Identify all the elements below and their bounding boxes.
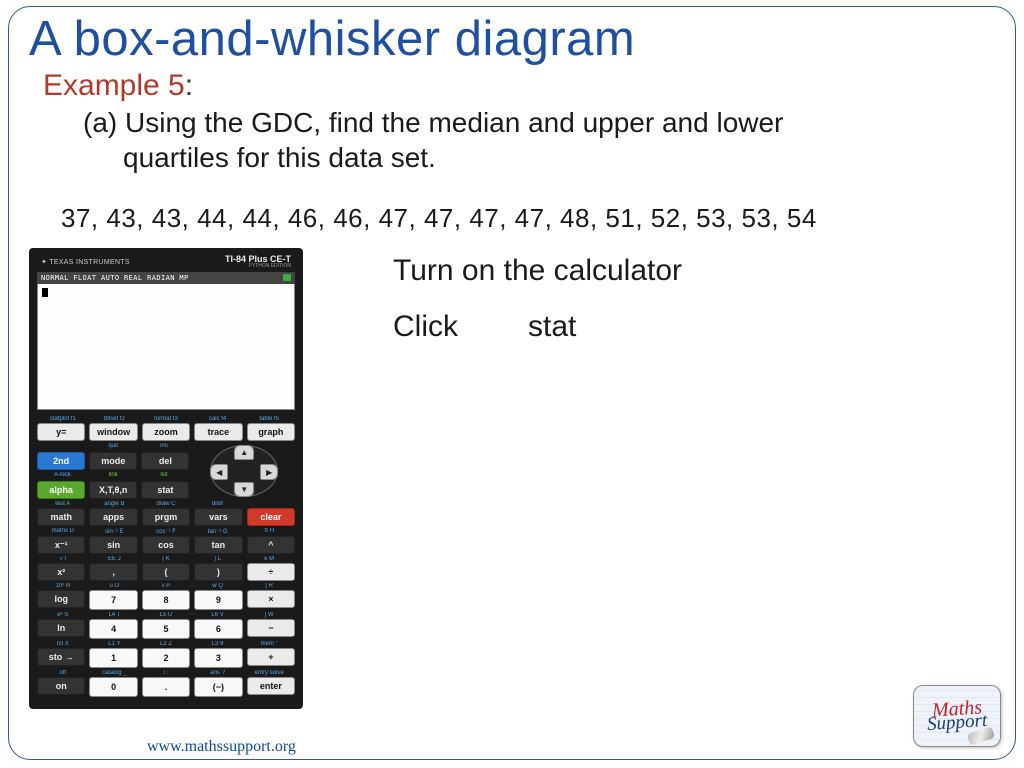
key-prgm[interactable]: prgm bbox=[142, 508, 190, 526]
key-8[interactable]: 8 bbox=[142, 590, 190, 610]
instruction-1: Turn on the calculator bbox=[393, 254, 682, 288]
calc-sub: PYTHON EDITION bbox=[225, 264, 291, 269]
calc-screen bbox=[37, 284, 295, 410]
key-2nd[interactable]: 2nd bbox=[37, 452, 85, 470]
data-set: 37, 43, 43, 44, 44, 46, 46, 47, 47, 47, … bbox=[61, 203, 995, 234]
page-title: A box-and-whisker diagram bbox=[29, 11, 995, 67]
calc-header: ✦ TEXAS INSTRUMENTS TI-84 Plus CE-T PYTH… bbox=[37, 254, 295, 272]
key-rparen[interactable]: ) bbox=[194, 563, 242, 581]
battery-icon bbox=[283, 274, 291, 281]
key-sto[interactable]: sto → bbox=[37, 648, 85, 666]
key-comma[interactable]: , bbox=[89, 563, 137, 581]
calc-status-text: NORMAL FLOAT AUTO REAL RADIAN MP bbox=[41, 274, 189, 282]
key-neg[interactable]: (−) bbox=[194, 677, 242, 697]
question-line2: quartiles for this data set. bbox=[123, 142, 436, 173]
key-5[interactable]: 5 bbox=[142, 619, 190, 639]
key-3[interactable]: 3 bbox=[194, 648, 242, 668]
key-del[interactable]: del bbox=[141, 452, 189, 470]
slide-frame: A box-and-whisker diagram Example 5: (a)… bbox=[8, 6, 1016, 760]
key-7[interactable]: 7 bbox=[89, 590, 137, 610]
key-vars[interactable]: vars bbox=[194, 508, 242, 526]
footer-url[interactable]: www.mathssupport.org bbox=[147, 738, 296, 756]
calc-brand: ✦ TEXAS INSTRUMENTS bbox=[41, 258, 130, 266]
question-part: (a) bbox=[83, 107, 125, 138]
instruction-2: Click stat bbox=[393, 310, 682, 344]
key-6[interactable]: 6 bbox=[194, 619, 242, 639]
key-window[interactable]: window bbox=[89, 423, 137, 441]
key-1[interactable]: 1 bbox=[89, 648, 137, 668]
key-2[interactable]: 2 bbox=[142, 648, 190, 668]
dpad-up[interactable]: ▲ bbox=[234, 445, 254, 460]
dpad-down[interactable]: ▼ bbox=[234, 482, 254, 497]
body-row: ✦ TEXAS INSTRUMENTS TI-84 Plus CE-T PYTH… bbox=[29, 248, 995, 709]
question-line1: Using the GDC, find the median and upper… bbox=[125, 107, 783, 138]
instructions: Turn on the calculator Click stat bbox=[393, 248, 682, 366]
logo: Maths Support bbox=[913, 685, 1001, 747]
key-sin[interactable]: sin bbox=[89, 536, 137, 554]
key-sub[interactable]: − bbox=[247, 619, 295, 637]
key-stat[interactable]: stat bbox=[141, 481, 189, 499]
example-number: Example 5 bbox=[43, 69, 185, 102]
key-row-1: y= window zoom trace graph bbox=[37, 423, 295, 441]
key-clear[interactable]: clear bbox=[247, 508, 295, 526]
key-dot[interactable]: . bbox=[142, 677, 190, 697]
key-tan[interactable]: tan bbox=[194, 536, 242, 554]
key-lparen[interactable]: ( bbox=[142, 563, 190, 581]
sup-row-1: statplot f1 tblset f2 format f3 calc f4 … bbox=[37, 416, 295, 422]
key-log[interactable]: log bbox=[37, 590, 85, 608]
dpad: ▲ ▼ ◀ ▶ bbox=[210, 445, 278, 497]
calculator: ✦ TEXAS INSTRUMENTS TI-84 Plus CE-T PYTH… bbox=[29, 248, 303, 709]
instruction-2b: stat bbox=[528, 310, 576, 343]
dpad-left[interactable]: ◀ bbox=[210, 464, 228, 480]
row-2-block: quitins 2nd mode del A-locklinklist alph… bbox=[37, 443, 295, 499]
key-on[interactable]: on bbox=[37, 677, 85, 695]
instruction-2a: Click bbox=[393, 310, 458, 343]
key-mul[interactable]: × bbox=[247, 590, 295, 608]
key-enter[interactable]: enter bbox=[247, 677, 295, 695]
calc-cursor bbox=[42, 288, 48, 297]
key-yequals[interactable]: y= bbox=[37, 423, 85, 441]
key-math[interactable]: math bbox=[37, 508, 85, 526]
key-zoom[interactable]: zoom bbox=[142, 423, 190, 441]
key-area: statplot f1 tblset f2 format f3 calc f4 … bbox=[37, 416, 295, 697]
key-xsq[interactable]: x² bbox=[37, 563, 85, 581]
key-trace[interactable]: trace bbox=[194, 423, 242, 441]
question-text: (a) Using the GDC, find the median and u… bbox=[83, 105, 935, 175]
dpad-right[interactable]: ▶ bbox=[260, 464, 278, 480]
example-label: Example 5: bbox=[43, 69, 995, 103]
key-div[interactable]: ÷ bbox=[247, 563, 295, 581]
key-9[interactable]: 9 bbox=[194, 590, 242, 610]
key-mode[interactable]: mode bbox=[89, 452, 137, 470]
key-cos[interactable]: cos bbox=[142, 536, 190, 554]
key-pow[interactable]: ^ bbox=[247, 536, 295, 554]
calc-status-bar: NORMAL FLOAT AUTO REAL RADIAN MP bbox=[37, 272, 295, 284]
key-apps[interactable]: apps bbox=[89, 508, 137, 526]
calc-model-block: TI-84 Plus CE-T PYTHON EDITION bbox=[225, 255, 291, 269]
key-var[interactable]: X,T,θ,n bbox=[89, 481, 137, 499]
key-alpha[interactable]: alpha bbox=[37, 481, 85, 499]
key-4[interactable]: 4 bbox=[89, 619, 137, 639]
key-graph[interactable]: graph bbox=[247, 423, 295, 441]
key-0[interactable]: 0 bbox=[89, 677, 137, 697]
key-ln[interactable]: ln bbox=[37, 619, 85, 637]
key-add[interactable]: + bbox=[247, 648, 295, 666]
example-colon: : bbox=[185, 69, 193, 102]
key-xinv[interactable]: x⁻¹ bbox=[37, 536, 85, 554]
